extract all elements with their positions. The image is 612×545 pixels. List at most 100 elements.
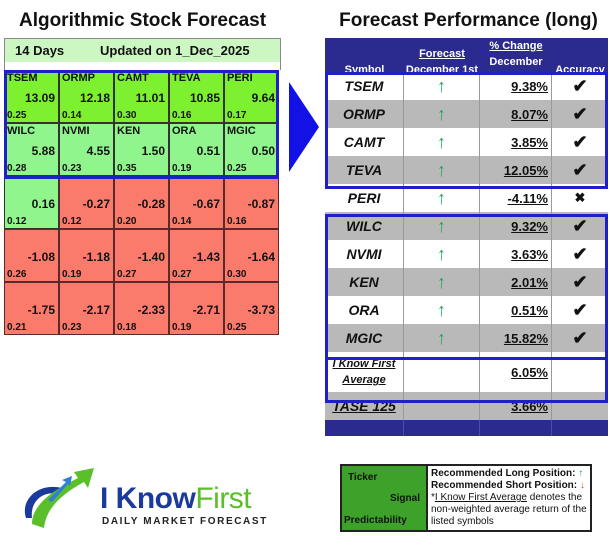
cell-signal: 9.64 [251,91,275,105]
row-symbol: WILC [325,212,404,240]
heatmap-cell: -1.18 0.19 [59,229,114,282]
cell-ticker: TSEM [7,72,38,84]
horizon-label: 14 Days [15,43,65,58]
benchmark-label: TASE 125 [325,392,404,420]
cross-icon: ✖ [574,190,586,205]
row-change: 12.05% [480,156,552,184]
row-change: 3.85% [480,128,552,156]
cell-signal: -3.73 [247,303,275,317]
row-symbol: MGIC [325,324,404,352]
average-label: I Know First Average [325,352,404,392]
cell-signal: -0.28 [137,197,165,211]
row-change: -4.11% [480,184,552,212]
cell-predictability: 0.28 [7,163,27,174]
legend-signal: Signal [389,493,420,504]
cell-signal: -1.40 [137,250,165,264]
cell-signal: -0.67 [192,197,220,211]
cell-predictability: 0.35 [117,163,137,174]
cell-signal: -1.43 [192,250,220,264]
heatmap-cell: 0.16 0.12 [4,176,59,229]
heatmap-cell: ORA 0.51 0.19 [169,123,224,176]
cell-ticker: PERI [227,72,253,84]
forecast-header-band: 14 Days Updated on 1_Dec_2025 [5,39,280,62]
cell-predictability: 0.20 [117,216,137,227]
up-arrow-icon: ↑ [404,100,480,128]
cell-signal: -1.18 [82,250,110,264]
average-change: 6.05% [480,352,552,392]
forecast-heatmap: TSEM 13.09 0.25 ORMP 12.18 0.14 CAMT 11.01 0.3… [4,70,279,335]
check-icon: ✔ [572,131,588,152]
cell-predictability: 0.23 [62,322,82,333]
cell-predictability: 0.17 [227,110,247,121]
row-symbol: TSEM [325,72,404,100]
benchmark-change: 3.66% [480,392,552,420]
pointer-arrow-icon [289,82,319,172]
check-icon: ✔ [572,75,588,96]
cell-signal: -1.64 [247,250,275,264]
empty-cell [552,352,608,392]
up-arrow-icon: ↑ [404,72,480,100]
check-icon: ✔ [572,327,588,348]
cell-predictability: 0.25 [7,110,27,121]
cell-ticker: ORMP [62,72,95,84]
check-icon: ✔ [572,103,588,124]
legend-long: Recommended Long Position: [431,468,576,479]
average-row: I Know First Average 6.05% [325,352,608,392]
row-symbol: PERI [325,184,404,212]
legend-predictability: Predictability [344,515,407,526]
cell-signal: -1.08 [27,250,55,264]
performance-header: Symbol Forecast December 1st % Change Dece… [325,38,608,84]
iknowfirst-logo: I KnowFirst DAILY MARKET FORECAST [18,460,288,535]
up-arrow-icon: ↑ [404,156,480,184]
heatmap-cell: -2.33 0.18 [114,282,169,335]
cell-predictability: 0.27 [172,269,192,280]
check-icon: ✔ [572,299,588,320]
row-symbol: KEN [325,268,404,296]
performance-title: Forecast Performance (long) [339,10,598,31]
heatmap-cell: -1.08 0.26 [4,229,59,282]
heatmap-cell: -0.28 0.20 [114,176,169,229]
legend-box: Ticker Signal Predictability Recommended… [340,464,592,532]
row-change: 3.63% [480,240,552,268]
cell-ticker: TEVA [172,72,201,84]
note-prefix: * [431,492,435,503]
up-arrow-icon: ↑ [404,324,480,352]
heatmap-cell: -3.73 0.25 [224,282,279,335]
cell-ticker: MGIC [227,125,256,137]
row-change: 9.38% [480,72,552,100]
heatmap-cell: -0.87 0.16 [224,176,279,229]
row-change: 0.51% [480,296,552,324]
table-row: MGIC ↑ 15.82% ✔ [325,324,608,352]
cell-signal: 4.55 [86,144,110,158]
cell-ticker: NVMI [62,125,90,137]
row-symbol: NVMI [325,240,404,268]
swoosh-arrow-icon [24,468,94,528]
table-row: TSEM ↑ 9.38% ✔ [325,72,608,100]
cell-predictability: 0.14 [62,110,82,121]
up-arrow-icon: ↑ [404,184,480,212]
up-arrow-icon: ↑ [404,240,480,268]
forecast-header: 14 Days Updated on 1_Dec_2025 [4,38,281,70]
check-icon: ✔ [572,159,588,180]
cell-predictability: 0.26 [7,269,27,280]
cell-predictability: 0.23 [62,163,82,174]
row-symbol: CAMT [325,128,404,156]
cell-signal: 0.50 [251,144,275,158]
cell-signal: 0.16 [31,197,55,211]
up-arrow-icon: ↑ [404,296,480,324]
cell-predictability: 0.25 [227,163,247,174]
up-arrow-icon: ↑ [578,468,584,479]
cell-signal: 0.51 [196,144,220,158]
cell-predictability: 0.30 [117,110,137,121]
cell-predictability: 0.12 [7,216,27,227]
empty-cell [552,392,608,420]
row-symbol: TEVA [325,156,404,184]
heatmap-cell: -0.27 0.12 [59,176,114,229]
table-row: TEVA ↑ 12.05% ✔ [325,156,608,184]
legend-ticker: Ticker [348,472,378,483]
cell-signal: 13.09 [24,91,55,105]
table-row: KEN ↑ 2.01% ✔ [325,268,608,296]
check-icon: ✔ [572,215,588,236]
table-row: ORA ↑ 0.51% ✔ [325,296,608,324]
up-arrow-icon: ↑ [404,268,480,296]
